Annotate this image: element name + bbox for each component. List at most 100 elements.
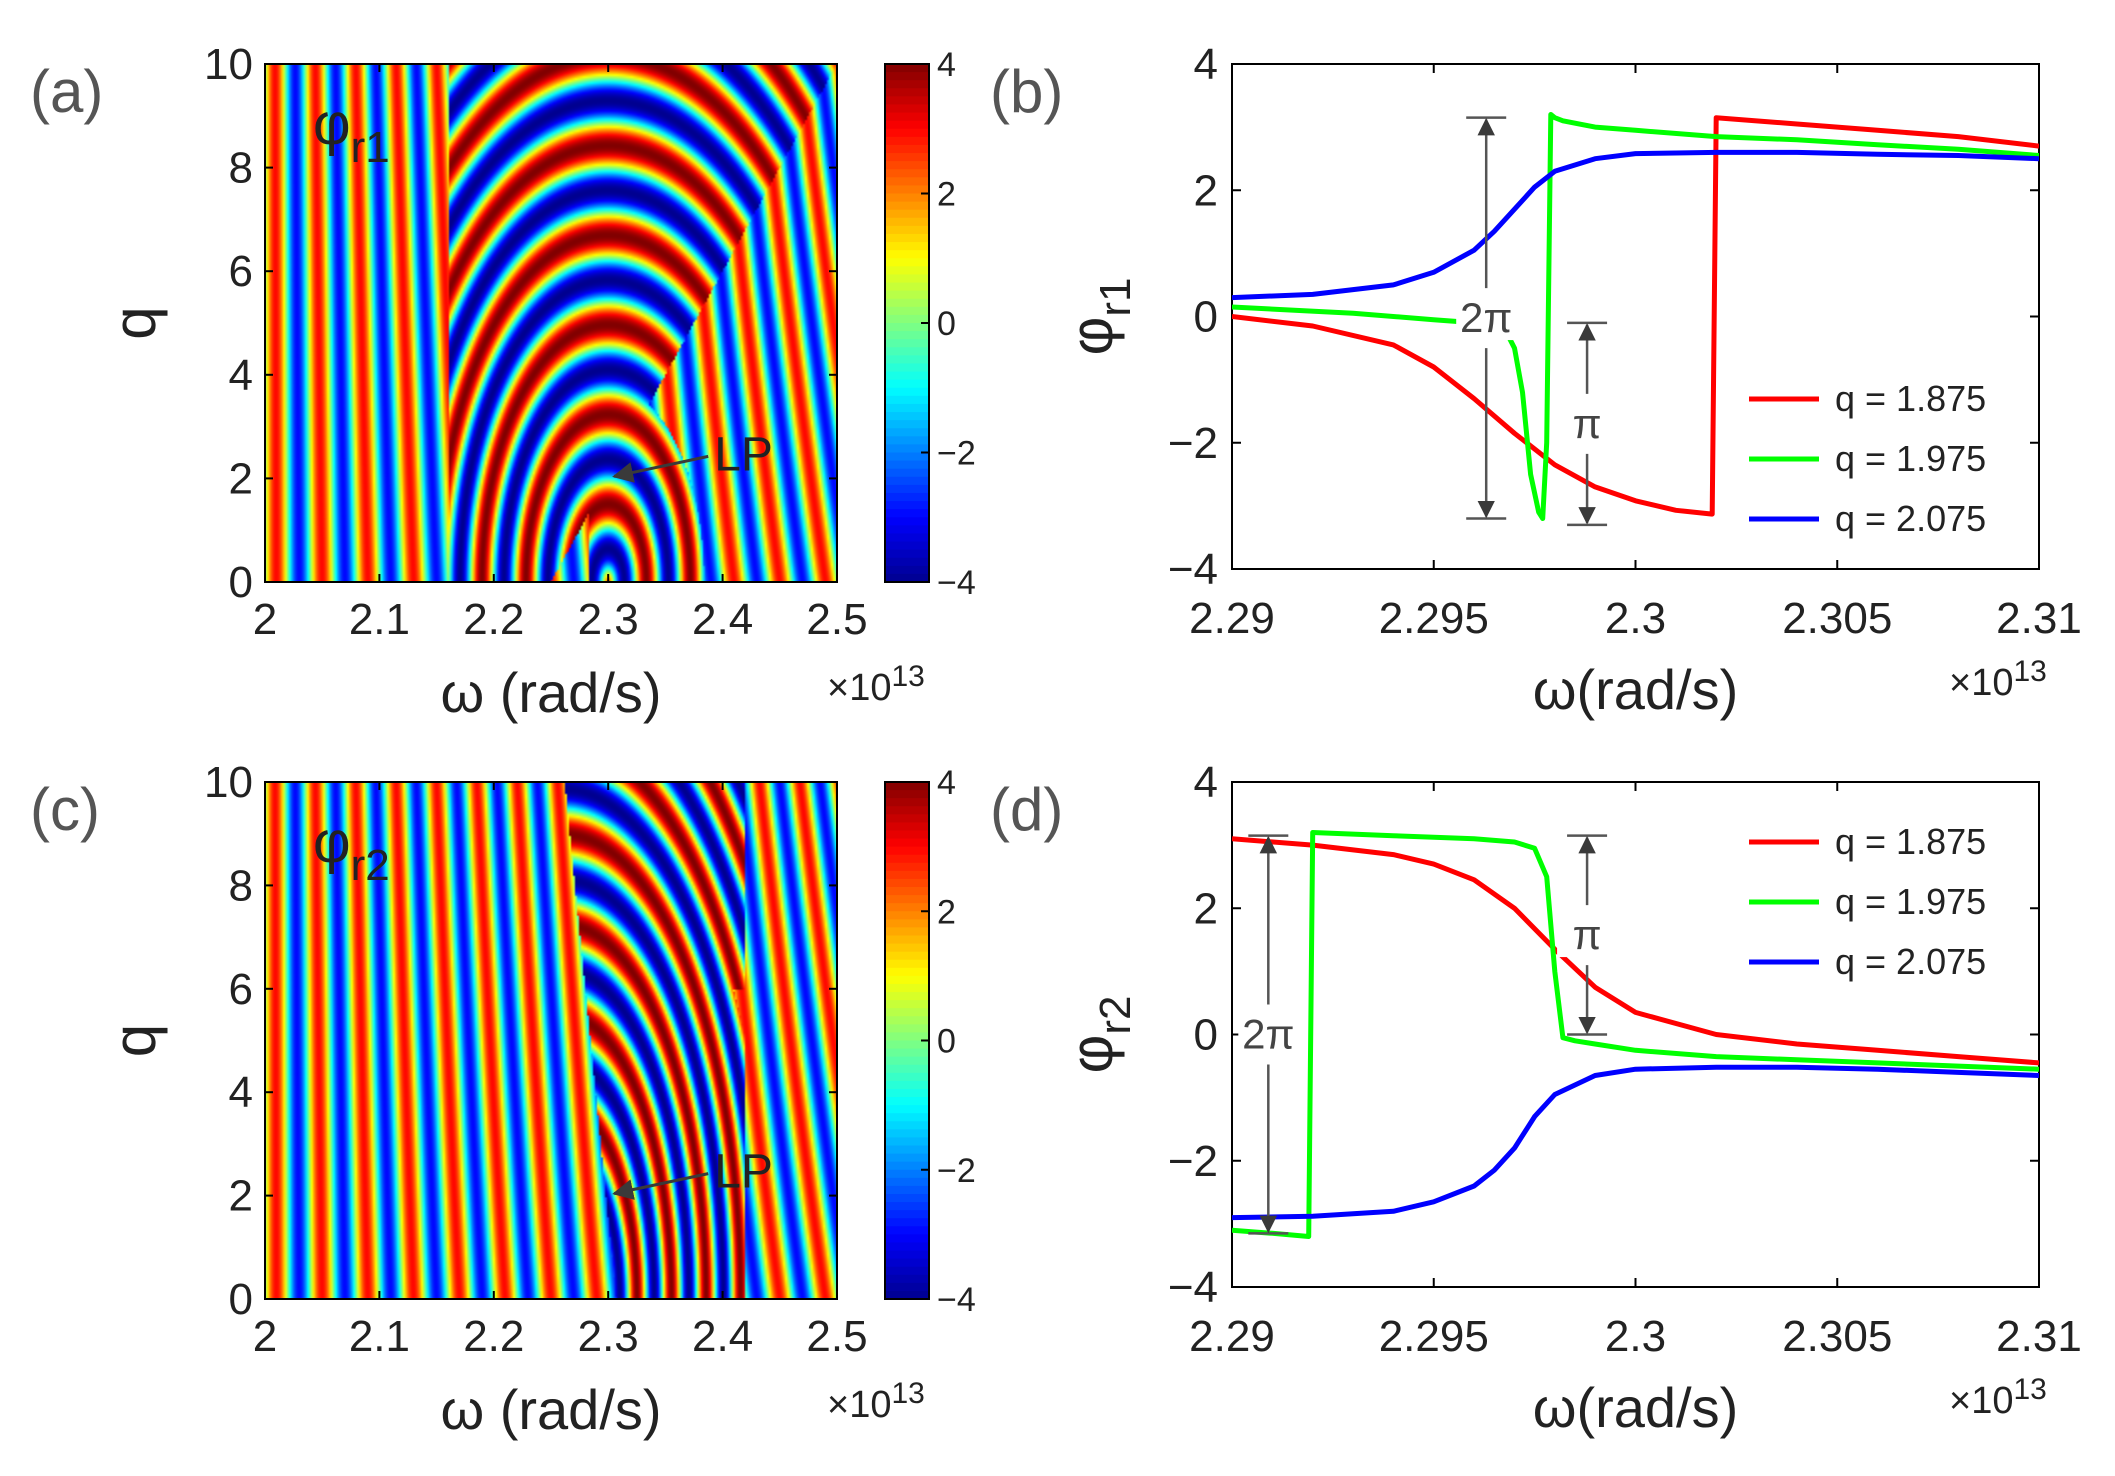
x-tick-label: 2.305	[1782, 1312, 1892, 1361]
heatmap-raster	[265, 782, 837, 1299]
colorbar-cell	[885, 347, 929, 356]
legend-label: q = 1.875	[1835, 821, 1986, 862]
panel-d: 2.29 2.295 2.3 2.305 2.31 −4 −2 0 2 4 2π π q = 1.875…	[990, 758, 2082, 1439]
colorbar-cell	[885, 501, 929, 510]
colorbar-cell	[885, 782, 929, 791]
panel-b: 2.29 2.295 2.3 2.305 2.31 −4 −2 0 2 4 2π π q = 1.875…	[990, 40, 2082, 721]
colorbar-cell	[885, 798, 929, 807]
colorbar-cell	[885, 557, 929, 567]
y-axis-label: φr1	[1058, 277, 1140, 355]
colorbar-cell	[885, 1000, 929, 1009]
colorbar-cell	[885, 339, 929, 348]
colorbar-cell	[885, 1234, 929, 1244]
x-exponent-power: 13	[891, 1377, 924, 1410]
lp-arrow	[612, 454, 709, 483]
colorbar-cell	[885, 983, 929, 993]
span-label-bg	[1557, 395, 1618, 446]
colorbar-cell	[885, 1137, 929, 1147]
x-exponent-base: ×10	[827, 1384, 891, 1426]
colorbar-cell	[885, 298, 929, 308]
colorbar-cell	[885, 436, 929, 446]
y-tick-label: 8	[229, 144, 253, 193]
colorbar-cell	[885, 128, 929, 138]
x-tick-label: 2.2	[463, 595, 524, 644]
colorbar-cell	[885, 144, 929, 154]
colorbar-cell	[885, 1008, 929, 1017]
panel-title-sub: r1	[351, 123, 390, 172]
colorbar-cell	[885, 967, 929, 977]
colorbar-cell	[885, 1105, 929, 1114]
colorbar-cell	[885, 136, 929, 146]
x-tick-label: 2.5	[806, 1312, 867, 1361]
x-exponent: ×1013	[827, 660, 925, 709]
colorbar-cell	[885, 387, 929, 397]
x-tick-label: 2.2	[463, 1312, 524, 1361]
panel-label: (b)	[990, 58, 1063, 125]
colorbar-cell	[885, 814, 929, 823]
span-label-bg	[1238, 1006, 1299, 1057]
x-axis-label: ω (rad/s)	[440, 1378, 661, 1441]
colorbar-cell	[885, 379, 929, 389]
colorbar-cell	[885, 331, 929, 340]
colorbar-cell	[885, 919, 929, 929]
x-tick-label: 2.3	[1605, 594, 1666, 643]
y-tick-label: 2	[1194, 884, 1218, 933]
colorbar-cell	[885, 1072, 929, 1082]
colorbar-cell	[885, 870, 929, 880]
panel-title: φr1	[313, 92, 390, 172]
colorbar-cell	[885, 282, 929, 292]
x-exponent-power: 13	[2013, 655, 2046, 688]
colorbar-cell	[885, 1290, 929, 1300]
colorbar-cell	[885, 120, 929, 130]
colorbar-cell	[885, 854, 929, 864]
colorbar-cell	[885, 177, 929, 187]
x-tick-label: 2.1	[349, 595, 410, 644]
colorbar-cell	[885, 1088, 929, 1098]
y-tick-label: 4	[229, 1068, 253, 1117]
colorbar-cell	[885, 1210, 929, 1219]
x-tick-label: 2	[253, 1312, 277, 1361]
span-annotation-1: 2π	[1456, 116, 1517, 520]
colorbar-cell	[885, 403, 929, 413]
colorbar-cell	[885, 1121, 929, 1130]
y-tick-label: 4	[1194, 40, 1218, 89]
colorbar-cell	[885, 72, 929, 81]
colorbar-cell	[885, 1274, 929, 1284]
colorbar-cell	[885, 790, 929, 799]
x-axis-label: ω(rad/s)	[1533, 1376, 1739, 1439]
colorbar-cell	[885, 112, 929, 122]
colorbar-cell	[885, 565, 929, 575]
panel-label: (a)	[30, 58, 103, 125]
x-tick-label: 2.5	[806, 595, 867, 644]
colorbar-cell	[885, 1258, 929, 1268]
colorbar-cell	[885, 830, 929, 840]
colorbar-cell	[885, 444, 929, 454]
y-tick-label: 6	[229, 247, 253, 296]
plot-frame	[264, 63, 838, 583]
x-tick-label: 2.3	[1605, 1312, 1666, 1361]
colorbar-cell	[885, 371, 929, 381]
colorbar-cell	[885, 959, 929, 969]
series-line-3	[1232, 1064, 2039, 1221]
colorbar-tick-label: 4	[937, 46, 956, 84]
x-tick-label: 2.3	[578, 595, 639, 644]
colorbar-cell	[885, 1169, 929, 1179]
colorbar-cell	[885, 193, 929, 203]
span-annotation-2: π	[1557, 321, 1618, 527]
colorbar-cell	[885, 1185, 929, 1195]
colorbar-cell	[885, 887, 929, 896]
colorbar-cell	[885, 306, 929, 316]
colorbar-cell	[885, 1266, 929, 1276]
panel-title-sub: r2	[351, 841, 390, 890]
colorbar-cell	[885, 1032, 929, 1042]
span-label: 2π	[1242, 1011, 1294, 1058]
colorbar-cell	[885, 1056, 929, 1066]
span-annotation-2: π	[1557, 834, 1618, 1036]
colorbar-cell	[885, 1129, 929, 1139]
series-line-1	[1232, 115, 2039, 517]
y-tick-label: 0	[1194, 1011, 1218, 1060]
span-label: π	[1573, 911, 1602, 958]
y-axis-label-main: φ	[1058, 1035, 1125, 1074]
colorbar-cell	[885, 549, 929, 559]
